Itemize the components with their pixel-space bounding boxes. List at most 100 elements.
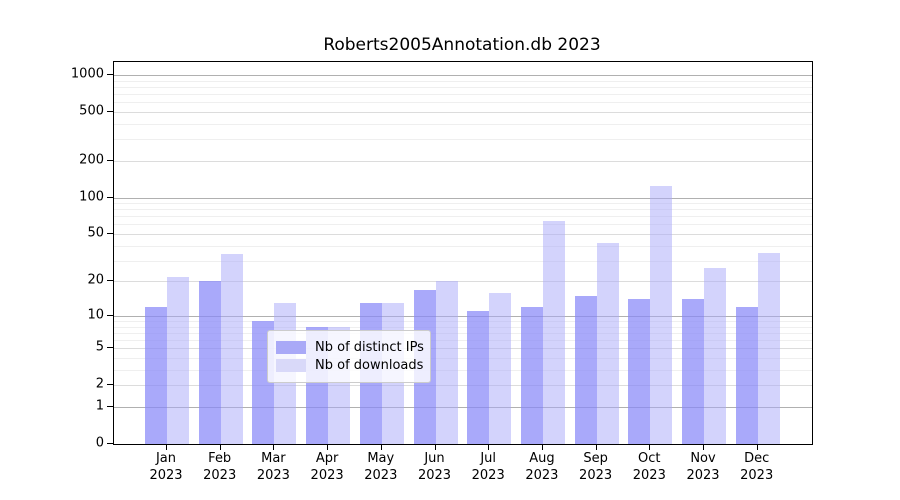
x-tick-mark-9	[649, 444, 651, 450]
y-tick-mark-0	[107, 443, 113, 444]
gridline-50	[114, 234, 812, 235]
bar-downloads-oct	[650, 185, 673, 444]
bar-ips-jan	[145, 307, 167, 444]
gridline-3	[114, 369, 812, 371]
y-tick-label-20: 20	[87, 272, 104, 288]
x-tick-mark-7	[541, 444, 543, 450]
x-tick-label-sep: Sep 2023	[579, 451, 613, 483]
x-tick-label-may: May 2023	[364, 451, 398, 483]
y-tick-label-1000: 1000	[70, 66, 104, 82]
y-tick-label-200: 200	[79, 152, 104, 168]
gridline-1	[114, 407, 812, 408]
x-tick-label-nov: Nov 2023	[686, 451, 720, 483]
gridline-10	[114, 315, 812, 317]
bar-downloads-aug	[542, 221, 565, 444]
y-tick-mark-200	[107, 159, 113, 161]
x-tick-mark-1	[219, 444, 221, 450]
legend-item-downloads: Nb of downloads	[276, 358, 424, 373]
bar-ips-feb	[198, 281, 221, 444]
gridline-900	[114, 80, 812, 82]
gridline-600	[114, 102, 812, 104]
gridline-8	[114, 326, 812, 328]
x-tick-label-dec: Dec 2023	[740, 451, 774, 483]
y-tick-mark-2	[107, 384, 113, 386]
bar-ips-aug	[520, 307, 543, 444]
gridline-500	[114, 111, 812, 113]
x-tick-mark-4	[380, 444, 382, 450]
y-tick-mark-5	[107, 347, 113, 349]
gridline-70	[114, 216, 812, 218]
x-tick-label-aug: Aug 2023	[525, 451, 559, 483]
bar-ips-jul	[467, 311, 490, 444]
gridline-100	[114, 197, 812, 199]
bar-downloads-jan	[167, 276, 189, 444]
y-tick-label-0: 0	[95, 435, 104, 451]
x-tick-label-apr: Apr 2023	[310, 451, 344, 483]
bar-downloads-jul	[489, 292, 512, 444]
x-tick-mark-5	[434, 444, 436, 450]
x-tick-mark-0	[166, 444, 167, 450]
y-tick-label-500: 500	[79, 103, 104, 119]
bar-ips-dec	[735, 307, 758, 444]
x-tick-label-jun: Jun 2023	[417, 451, 452, 483]
gridline-90	[114, 203, 812, 204]
y-tick-label-10: 10	[87, 307, 104, 323]
gridline-30	[114, 260, 812, 262]
gridline-700	[114, 94, 812, 95]
y-tick-label-2: 2	[95, 376, 104, 392]
gridline-80	[114, 209, 812, 211]
gridline-800	[114, 86, 812, 88]
x-tick-mark-6	[488, 444, 490, 450]
bar-ips-nov	[682, 299, 704, 444]
y-tick-label-100: 100	[79, 189, 104, 204]
gridline-9	[114, 321, 812, 322]
gridline-60	[114, 224, 812, 226]
gridline-4	[114, 358, 812, 359]
gridline-2	[114, 385, 812, 387]
bar-ips-sep	[574, 295, 597, 444]
y-tick-mark-10	[107, 314, 113, 316]
bar-downloads-nov	[704, 267, 726, 444]
x-tick-mark-11	[756, 444, 758, 450]
bar-ips-oct	[628, 299, 651, 444]
y-tick-mark-500	[107, 110, 113, 112]
y-tick-label-50: 50	[87, 225, 104, 241]
gridline-5	[114, 348, 812, 350]
legend-swatch-downloads	[276, 359, 306, 372]
x-tick-mark-2	[273, 444, 275, 450]
bar-downloads-dec	[757, 252, 780, 444]
gridline-400	[114, 123, 812, 125]
y-tick-mark-20	[107, 280, 113, 282]
bar-downloads-feb	[220, 254, 243, 444]
x-tick-mark-8	[595, 444, 597, 450]
plot-area	[113, 61, 813, 445]
x-tick-label-mar: Mar 2023	[256, 451, 290, 483]
gridline-1000	[114, 74, 812, 76]
gridline-7	[114, 332, 812, 334]
gridline-40	[114, 245, 812, 247]
y-tick-mark-1	[107, 406, 113, 407]
x-tick-label-jul: Jul 2023	[471, 451, 505, 483]
legend-label-distinct-ips: Nb of distinct IPs	[315, 340, 424, 355]
x-tick-label-oct: Oct 2023	[632, 451, 666, 483]
gridline-20	[114, 281, 812, 283]
gridline-200	[114, 160, 812, 162]
x-tick-mark-3	[327, 444, 329, 450]
bar-downloads-sep	[596, 243, 619, 444]
legend-swatch-distinct-ips	[276, 341, 306, 354]
y-tick-mark-100	[107, 196, 113, 198]
gridline-300	[114, 139, 812, 141]
gridline-6	[114, 340, 812, 342]
y-tick-label-5: 5	[95, 339, 104, 355]
bar-downloads-jun	[435, 281, 458, 444]
y-tick-mark-1000	[107, 73, 113, 75]
legend: Nb of distinct IPs Nb of downloads	[267, 330, 431, 383]
x-tick-label-jan: Jan 2023	[149, 451, 183, 483]
y-tick-mark-50	[107, 233, 113, 234]
legend-label-downloads: Nb of downloads	[315, 358, 424, 373]
x-tick-mark-10	[703, 444, 704, 450]
chart-title: Roberts2005Annotation.db 2023	[323, 35, 601, 55]
x-tick-label-feb: Feb 2023	[203, 451, 237, 483]
y-tick-label-1: 1	[95, 398, 104, 414]
